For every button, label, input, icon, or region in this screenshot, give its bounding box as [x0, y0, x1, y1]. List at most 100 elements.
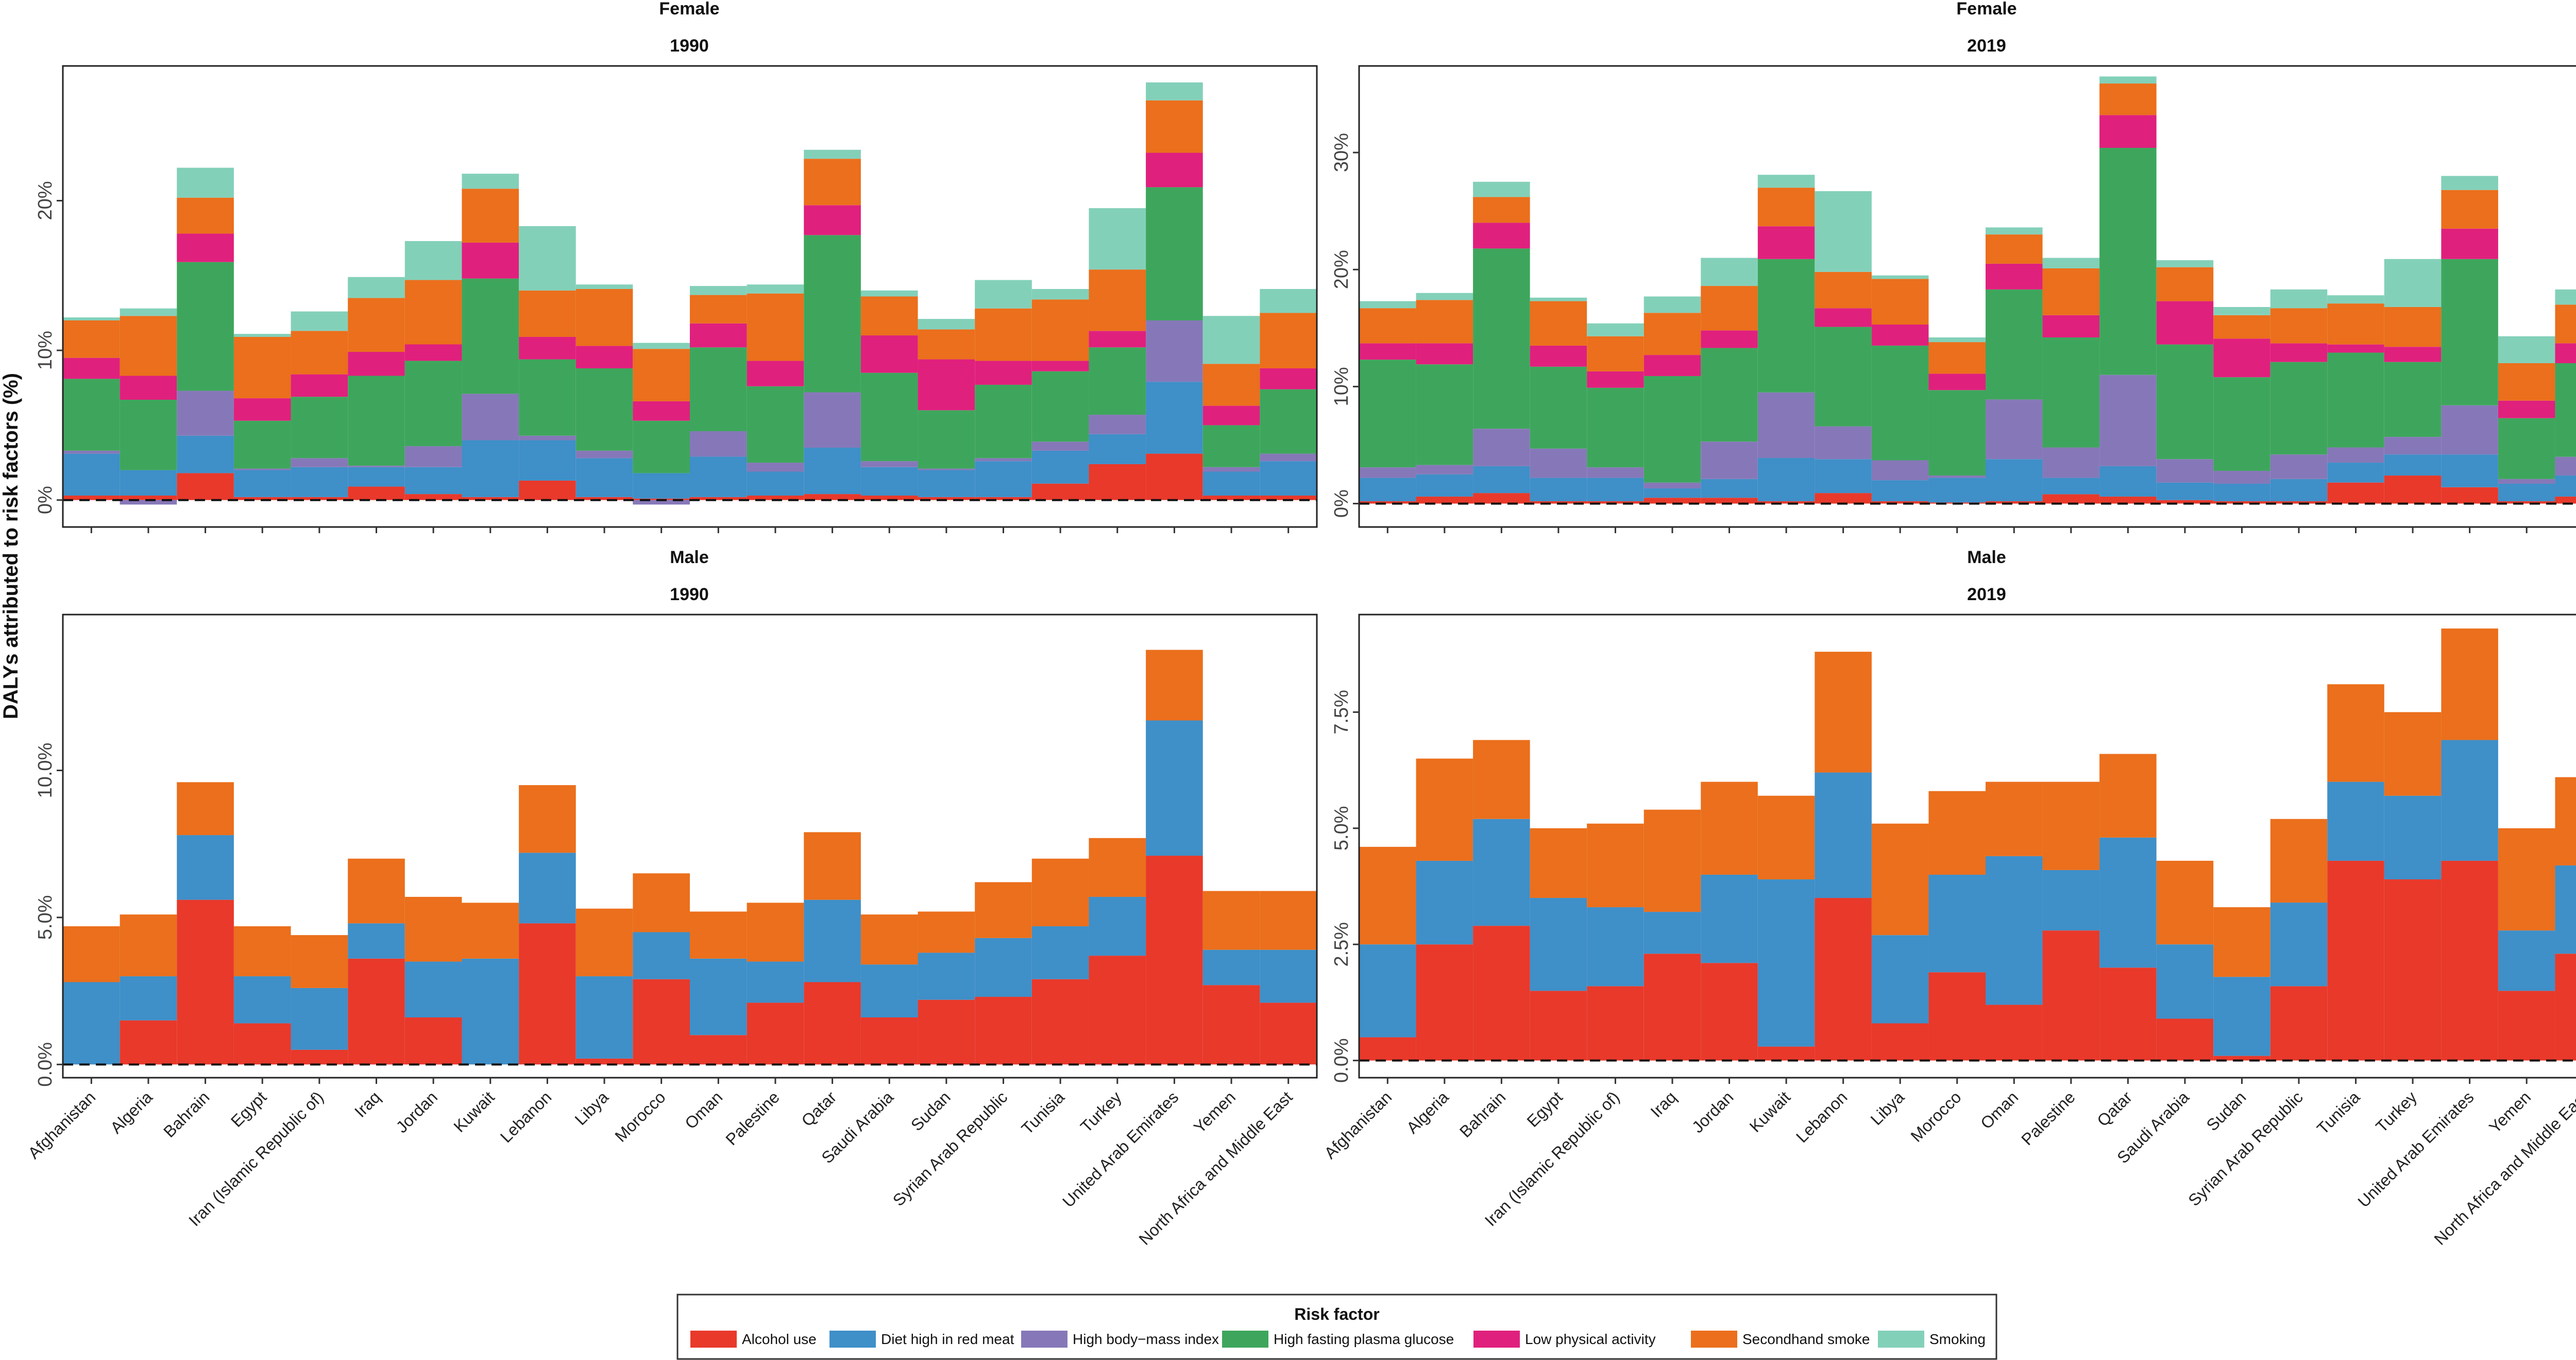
bar-segment-secondhand-smoke: [860, 296, 918, 336]
bar-segment-alcohol-use: [2327, 860, 2384, 1061]
bar-segment-alcohol-use: [462, 497, 519, 500]
bar-stack-united-arab-emirates: [1146, 82, 1203, 500]
bar-segment-low-physical-activity: [1815, 308, 1872, 327]
bar-segment-secondhand-smoke: [2156, 267, 2214, 301]
bar-segment-high-fasting-plasma-glucose: [918, 410, 975, 469]
y-tick-label: 0.0%: [35, 1042, 56, 1087]
bar-segment-secondhand-smoke: [2099, 754, 2157, 838]
bar-segment-alcohol-use: [860, 1017, 918, 1065]
bar-stack-kuwait: [1757, 795, 1815, 1061]
bar-segment-secondhand-smoke: [1757, 795, 1815, 879]
bar-segment-secondhand-smoke: [1146, 100, 1203, 153]
bar-segment-smoking: [120, 308, 177, 316]
bar-segment-smoking: [2099, 76, 2157, 84]
bar-segment-alcohol-use: [1416, 944, 1473, 1061]
bar-stack-egypt: [233, 926, 291, 1065]
bar-stack-morocco: [633, 873, 690, 1065]
bar-segment-alcohol-use: [804, 982, 861, 1065]
bar-stack-turkey: [1089, 208, 1146, 500]
bar-stack-yemen: [2498, 828, 2555, 1061]
bar-segment-high-fasting-plasma-glucose: [233, 420, 291, 469]
bar-stack-palestine: [747, 284, 804, 500]
bar-segment-low-physical-activity: [918, 359, 975, 411]
bar-segment-low-physical-activity: [2099, 115, 2157, 148]
bar-segment-alcohol-use: [1359, 501, 1416, 504]
bar-stack-saudi-arabia: [860, 914, 918, 1065]
bar-segment-diet-high-in-red-meat: [1701, 874, 1758, 963]
bar-segment-secondhand-smoke: [1530, 301, 1587, 346]
bar-segment-alcohol-use: [2498, 991, 2555, 1061]
bar-segment-secondhand-smoke: [348, 858, 405, 924]
bar-segment-secondhand-smoke: [291, 331, 348, 375]
bar-segment-secondhand-smoke: [1089, 269, 1146, 331]
bar-segment-smoking: [2327, 295, 2384, 304]
bar-segment-high-body-mass-index: [975, 458, 1032, 462]
bar-segment-low-physical-activity: [1260, 368, 1317, 389]
bar-segment-secondhand-smoke: [2156, 860, 2214, 945]
bar-segment-low-physical-activity: [1986, 263, 2043, 290]
bar-segment-high-fasting-plasma-glucose: [747, 386, 804, 463]
bar-segment-diet-high-in-red-meat: [404, 961, 462, 1017]
bar-segment-low-physical-activity: [633, 401, 690, 421]
y-tick-label: 20%: [35, 181, 56, 220]
bar-segment-high-fasting-plasma-glucose: [1643, 376, 1701, 483]
bar-segment-smoking: [1260, 288, 1317, 313]
bar-segment-diet-high-in-red-meat: [177, 835, 234, 900]
bar-segment-smoking: [291, 311, 348, 331]
bar-segment-alcohol-use: [975, 997, 1032, 1065]
bar-segment-high-fasting-plasma-glucose: [804, 235, 861, 393]
bar-stack-oman: [690, 911, 747, 1065]
bar-segment-secondhand-smoke: [1359, 308, 1416, 344]
bar-segment-low-physical-activity: [1757, 226, 1815, 259]
bar-stack-sudan: [2213, 307, 2270, 504]
bar-segment-smoking: [404, 241, 462, 280]
bar-segment-alcohol-use: [633, 979, 690, 1065]
bar-segment-alcohol-use: [690, 497, 747, 500]
bar-stack-palestine: [2042, 258, 2100, 504]
bar-segment-high-body-mass-index: [2099, 375, 2157, 466]
bar-segment-secondhand-smoke: [2555, 304, 2576, 344]
bar-stack-egypt: [1530, 297, 1587, 504]
bar-segment-smoking: [1643, 296, 1701, 313]
bar-segment-diet-high-in-red-meat: [1031, 450, 1089, 484]
panel-sex-label: Female: [659, 0, 719, 19]
bar-segment-alcohol-use: [519, 480, 576, 500]
bar-segment-high-body-mass-index: [1146, 320, 1203, 382]
bar-segment-secondhand-smoke: [1643, 313, 1701, 355]
bar-segment-diet-high-in-red-meat: [1202, 471, 1260, 496]
bar-segment-alcohol-use: [860, 495, 918, 500]
bar-segment-high-body-mass-index: [747, 463, 804, 472]
bar-segment-diet-high-in-red-meat: [633, 932, 690, 979]
bar-segment-low-physical-activity: [1473, 223, 1530, 249]
bar-segment-alcohol-use: [519, 923, 576, 1065]
bar-segment-diet-high-in-red-meat: [1871, 480, 1929, 502]
bar-segment-secondhand-smoke: [1986, 234, 2043, 264]
panel-year-label: 1990: [670, 36, 709, 56]
bar-segment-low-physical-activity: [291, 374, 348, 397]
bar-stack-iran-islamic-republic-of: [291, 935, 348, 1065]
bar-stack-north-africa-and-middle-east: [2555, 777, 2576, 1061]
bar-segment-diet-high-in-red-meat: [747, 471, 804, 496]
bar-segment-smoking: [1202, 316, 1260, 364]
bar-segment-diet-high-in-red-meat: [1928, 874, 1986, 973]
bar-segment-high-fasting-plasma-glucose: [2270, 362, 2328, 455]
bar-segment-alcohol-use: [1701, 498, 1758, 504]
bar-segment-high-body-mass-index: [2213, 470, 2270, 484]
bar-segment-alcohol-use: [1815, 898, 1872, 1061]
bar-segment-alcohol-use: [575, 1058, 633, 1065]
bar-stack-palestine: [2042, 781, 2100, 1061]
bar-segment-alcohol-use: [1986, 1005, 2043, 1061]
bar-segment-secondhand-smoke: [1260, 313, 1317, 368]
bar-segment-secondhand-smoke: [575, 908, 633, 977]
bar-segment-diet-high-in-red-meat: [519, 853, 576, 924]
bar-segment-high-body-mass-index: [1359, 467, 1416, 478]
bar-segment-high-body-mass-index: [2498, 479, 2555, 484]
bar-segment-low-physical-activity: [1530, 345, 1587, 367]
bar-stack-jordan: [1701, 781, 1758, 1061]
bar-segment-low-physical-activity: [2498, 400, 2555, 418]
bar-segment-smoking: [1928, 337, 1986, 343]
bar-segment-alcohol-use: [233, 497, 291, 500]
bar-segment-alcohol-use: [2213, 1056, 2270, 1061]
bar-segment-alcohol-use: [1530, 501, 1587, 504]
